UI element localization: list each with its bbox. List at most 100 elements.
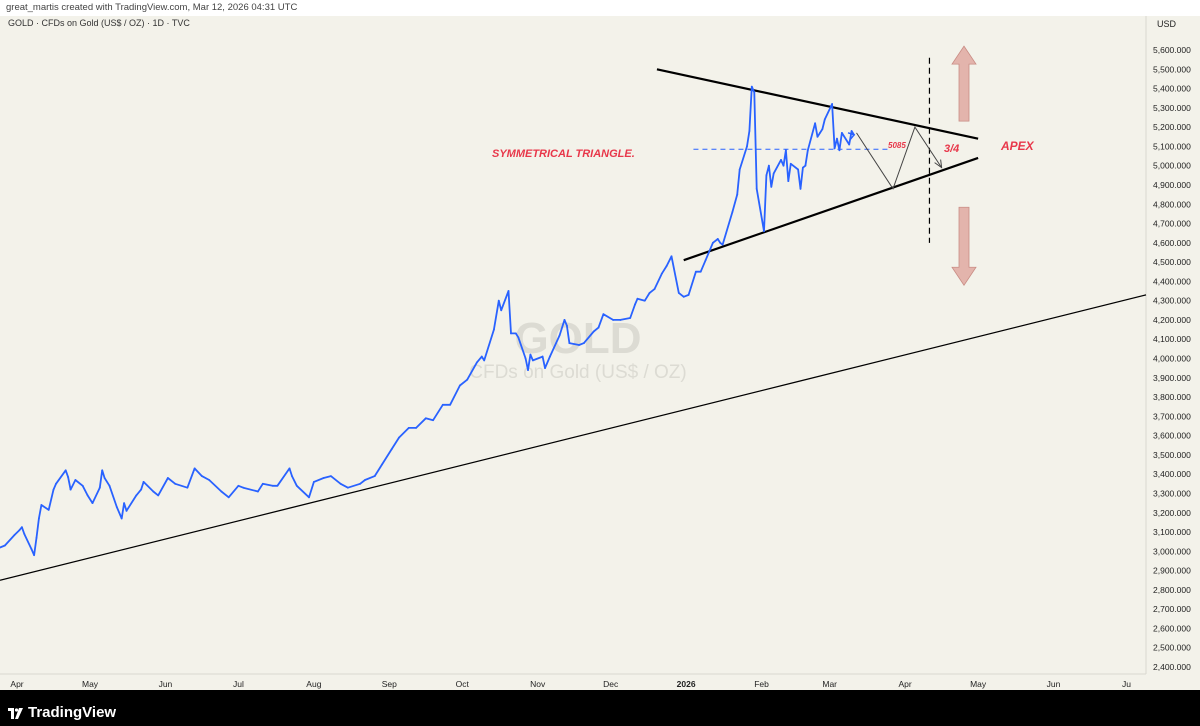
price-tick-label: 3,500.000	[1153, 450, 1191, 460]
price-point	[0, 546, 1, 549]
price-point	[597, 326, 600, 329]
level-label: 5085	[888, 141, 906, 150]
price-point	[69, 488, 72, 491]
chart-area[interactable]: USD 2,400.000 2,500.000 2,600.000 2,700.000 2…	[0, 16, 1200, 690]
price-point	[108, 484, 111, 487]
price-point	[797, 168, 799, 171]
price-point	[653, 288, 656, 290]
price-tick-label: 3,600.000	[1153, 431, 1191, 441]
price-point	[330, 475, 332, 478]
price-point	[738, 168, 741, 171]
price-point	[67, 476, 70, 478]
brand-name: TradingView	[28, 704, 117, 721]
price-tick-label: 2,500.000	[1153, 643, 1191, 653]
price-point	[802, 166, 804, 169]
price-point	[634, 303, 636, 306]
price-point	[767, 164, 770, 167]
price-tick-label: 4,400.000	[1153, 276, 1191, 286]
three-quarter-label: 3/4	[944, 143, 959, 155]
legend: GOLD · CFDs on Gold (US$ / OZ) · 1D · TV…	[8, 18, 190, 28]
price-axis[interactable]: USD 2,400.000 2,500.000 2,600.000 2,700.000 2…	[1145, 16, 1200, 690]
price-point	[322, 477, 325, 479]
price-point	[64, 469, 67, 472]
time-tick-label: Nov	[530, 679, 546, 689]
breakout-up-arrow	[951, 45, 977, 122]
price-point	[142, 481, 145, 483]
price-point	[30, 548, 33, 551]
price-point	[276, 484, 279, 487]
price-tick-label: 4,900.000	[1153, 180, 1191, 190]
price-tick-label: 5,200.000	[1153, 122, 1191, 132]
price-point	[308, 496, 310, 499]
price-point	[74, 479, 77, 481]
price-point	[787, 180, 790, 183]
price-point	[670, 255, 673, 258]
price-tick-label: 2,700.000	[1153, 604, 1191, 614]
price-point	[819, 132, 821, 134]
time-tick-label: Apr	[899, 679, 912, 689]
price-tick-label: 3,200.000	[1153, 508, 1191, 518]
price-point	[806, 149, 809, 152]
price-tick-label: 2,900.000	[1153, 566, 1191, 576]
time-tick-label: Sep	[382, 679, 397, 689]
price-point	[47, 508, 50, 511]
price-point	[736, 193, 739, 196]
projection-path	[856, 125, 943, 190]
price-tick-label: 5,300.000	[1153, 103, 1191, 113]
price-point	[18, 529, 21, 532]
price-point	[821, 128, 824, 130]
price-chart[interactable]: USD 2,400.000 2,500.000 2,600.000 2,700.000 2…	[0, 16, 1200, 690]
price-point	[833, 147, 836, 150]
time-axis[interactable]: Apr May Jun Jul Aug Sep Oct Nov Dec 2026 Feb Mar Apr…	[0, 673, 1146, 689]
price-point	[753, 91, 756, 94]
price-point	[261, 482, 264, 485]
price-point	[135, 494, 138, 497]
price-point	[475, 361, 478, 364]
price-point	[563, 319, 566, 321]
price-point	[524, 357, 527, 360]
price-point	[500, 309, 503, 312]
time-tick-label: Jul	[233, 679, 244, 689]
price-point	[548, 355, 551, 358]
price-point	[566, 324, 568, 327]
price-point	[101, 469, 104, 472]
price-point	[81, 484, 84, 487]
price-point	[721, 243, 724, 246]
apex-label: APEX	[1000, 139, 1035, 153]
price-tick-label: 4,800.000	[1153, 199, 1191, 209]
price-tick-label: 4,500.000	[1153, 257, 1191, 267]
price-point	[746, 145, 748, 148]
price-tick-label: 4,100.000	[1153, 334, 1191, 344]
price-point	[838, 149, 841, 152]
price-point	[3, 544, 6, 547]
price-tick-label: 4,600.000	[1153, 238, 1191, 248]
price-point	[480, 355, 483, 358]
price-point	[441, 403, 444, 406]
price-tick-label: 5,100.000	[1153, 141, 1191, 151]
price-point	[52, 488, 55, 491]
price-point	[193, 467, 196, 470]
price-point	[347, 486, 349, 489]
price-point	[789, 162, 792, 165]
price-point	[712, 241, 714, 244]
price-point	[407, 427, 410, 429]
credit-text: great_martis created with TradingView.co…	[6, 2, 298, 13]
price-point	[687, 293, 690, 296]
price-point	[35, 536, 38, 539]
price-point	[731, 211, 734, 213]
price-point	[682, 295, 685, 298]
price-tick-label: 3,000.000	[1153, 546, 1191, 556]
price-point	[814, 122, 816, 125]
price-point	[186, 486, 189, 489]
price-point	[823, 118, 826, 121]
price-point	[694, 270, 697, 273]
price-point	[398, 436, 400, 439]
price-point	[782, 164, 785, 167]
price-point	[602, 313, 605, 316]
price-point	[390, 448, 393, 451]
price-point	[23, 533, 26, 535]
tradingview-logo-icon	[8, 708, 23, 719]
price-point	[850, 130, 853, 132]
